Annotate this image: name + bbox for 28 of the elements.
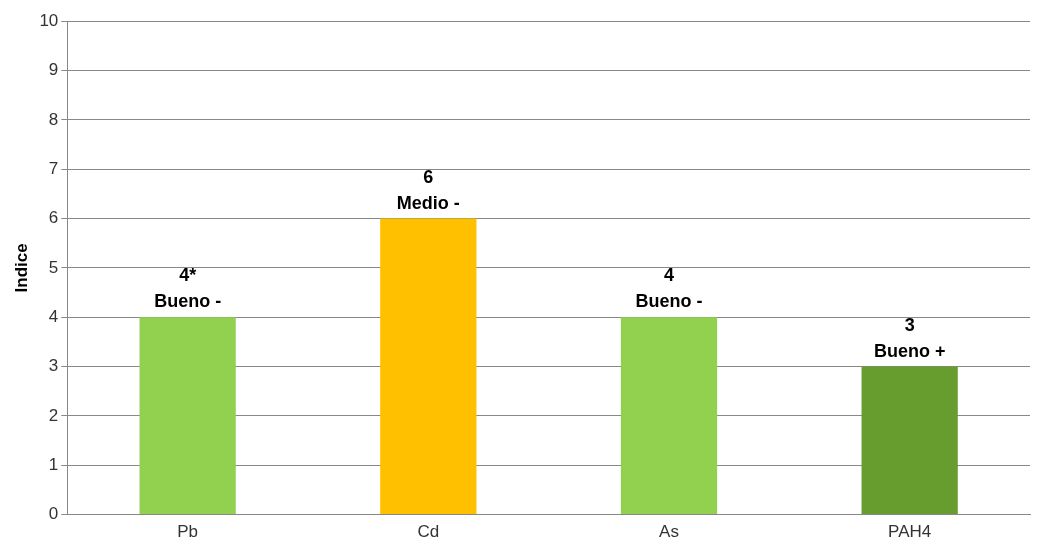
- x-tick-label: As: [659, 522, 679, 542]
- y-tick-label: 7: [48, 158, 59, 178]
- data-label: 4: [663, 265, 674, 286]
- y-axis-title: Indice: [11, 243, 31, 293]
- bar: [380, 218, 477, 515]
- bar: [620, 317, 718, 515]
- y-tick-label: 1: [48, 454, 59, 474]
- annotation: Bueno +: [873, 340, 946, 361]
- y-tick-label: 8: [48, 109, 59, 129]
- data-label: 3: [904, 314, 915, 335]
- data-label: 6: [423, 166, 434, 187]
- y-tick-label: 9: [48, 60, 59, 80]
- annotation: Medio -: [396, 192, 460, 213]
- data-label: 4*: [179, 265, 197, 286]
- y-tick-label: 6: [48, 208, 59, 228]
- annotation: Bueno -: [635, 291, 703, 312]
- x-tick-label: Cd: [417, 522, 440, 542]
- x-tick-label: PAH4: [888, 522, 932, 542]
- bar: [139, 317, 236, 515]
- y-tick-label: 3: [48, 356, 59, 376]
- annotation: Bueno -: [154, 291, 222, 312]
- y-tick-label: 5: [48, 257, 59, 277]
- y-tick-label: 4: [48, 306, 59, 326]
- y-tick-label: 10: [39, 10, 59, 30]
- x-tick-label: Pb: [177, 522, 199, 542]
- y-tick-label: 0: [48, 504, 59, 524]
- bar: [861, 366, 958, 515]
- y-tick-label: 2: [48, 405, 59, 425]
